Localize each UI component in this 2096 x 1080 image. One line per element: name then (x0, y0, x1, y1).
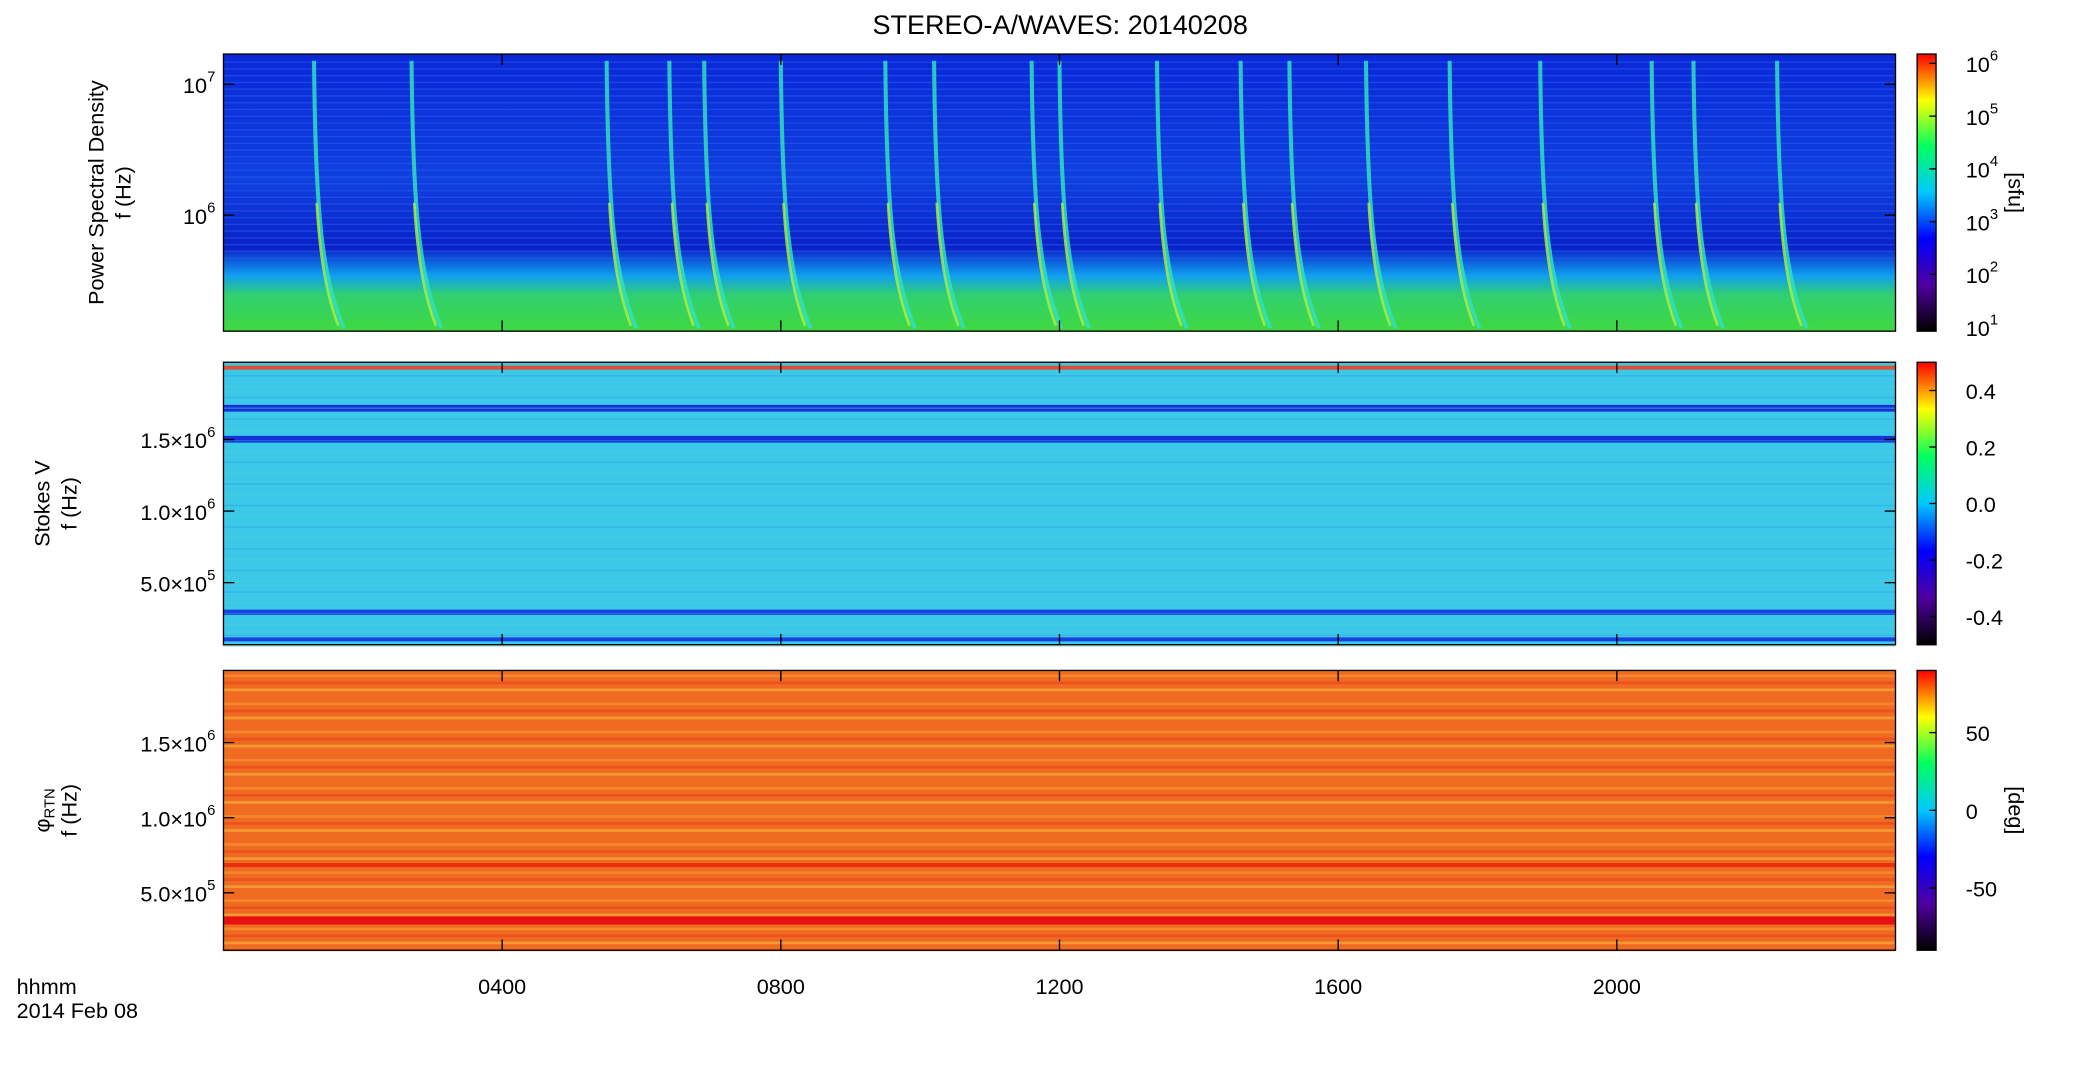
burst (932, 60, 966, 330)
colorbar-tick-label: -0.4 (1966, 605, 2003, 630)
burst (312, 60, 346, 330)
colorbar-label: [deg] (2004, 786, 2029, 834)
burst-core (1158, 202, 1183, 327)
burst-core (782, 202, 807, 327)
burst (702, 60, 736, 330)
burst-core (886, 202, 911, 327)
burst-core (670, 202, 695, 327)
y-axis-label: φRTN (29, 788, 58, 832)
colorbar-tick-label: 50 (1966, 721, 1990, 746)
x-tick-label: 0400 (478, 974, 526, 999)
colorbar-tick-label: 101 (1966, 312, 1998, 340)
x-tick-label: 1600 (1314, 974, 1362, 999)
x-tick-label: 0800 (757, 974, 805, 999)
colorbar-tick-label: -0.2 (1966, 548, 2003, 573)
y-tick-label: 5.0×105 (140, 568, 215, 596)
burst (1775, 60, 1809, 330)
burst-core (705, 202, 730, 327)
burst (1363, 60, 1398, 330)
burst (1649, 60, 1684, 330)
colorbar-tick-label: 105 (1966, 101, 1998, 129)
burst-core (1450, 202, 1476, 327)
y-axis-label: f (Hz) (56, 784, 81, 837)
burst (1691, 60, 1726, 330)
burst (1057, 60, 1092, 330)
burst-core (412, 202, 438, 327)
burst (1238, 60, 1273, 330)
y-axis-label: Power Spectral Density (83, 80, 108, 305)
burst-core (1290, 202, 1315, 327)
burst (1538, 60, 1572, 330)
colorbar-tick-label: 0.0 (1966, 492, 1996, 517)
burst (1287, 60, 1322, 330)
burst (1029, 60, 1064, 330)
y-tick-label: 1.0×106 (140, 496, 215, 524)
burst-core (1241, 202, 1267, 327)
burst (883, 60, 917, 330)
y-axis-label: f (Hz) (111, 166, 136, 219)
colorbar-tick-label: 106 (1966, 49, 1998, 77)
burst (1154, 60, 1189, 330)
colorbar-tick-label: 103 (1966, 207, 1998, 235)
y-axis-label: Stokes V (29, 460, 54, 547)
y-tick-label: 1.5×106 (140, 425, 215, 453)
date-label: 2014 Feb 08 (17, 998, 138, 1023)
burst (667, 60, 701, 330)
colorbar (1916, 53, 1937, 332)
colorbar-tick-label: 0 (1966, 799, 1978, 824)
burst-core (935, 202, 960, 327)
burst-core (315, 202, 340, 327)
x-tick-label: 2000 (1593, 974, 1641, 999)
burst-core (1060, 202, 1086, 327)
y-tick-label: 106 (183, 200, 215, 228)
burst (409, 60, 444, 330)
x-axis-label: hhmm (17, 974, 77, 999)
colorbar-tick-label: 102 (1966, 260, 1998, 288)
burst (604, 60, 639, 330)
burst-core (1694, 202, 1720, 327)
burst-core (1367, 202, 1392, 327)
y-tick-label: 1.0×106 (140, 803, 215, 831)
colorbar-label: [sfu] (2004, 172, 2029, 213)
burst-core (1032, 202, 1058, 327)
colorbar-tick-label: 0.4 (1966, 379, 1996, 404)
y-tick-label: 5.0×105 (140, 878, 215, 906)
x-tick-label: 1200 (1035, 974, 1083, 999)
colorbar-tick-label: 0.2 (1966, 435, 1996, 460)
burst (1447, 60, 1482, 330)
colorbar-tick-label: -50 (1966, 876, 1997, 901)
burst-core (1653, 202, 1678, 327)
burst-core (607, 202, 633, 327)
y-tick-label: 1.5×106 (140, 728, 215, 756)
figure-title: STEREO-A/WAVES: 20140208 (872, 10, 1247, 40)
y-axis-label: f (Hz) (56, 477, 81, 530)
burst-core (1541, 202, 1566, 327)
burst-core (1778, 202, 1803, 327)
y-tick-label: 107 (183, 69, 215, 97)
burst (778, 60, 813, 330)
colorbar-tick-label: 104 (1966, 154, 1998, 182)
